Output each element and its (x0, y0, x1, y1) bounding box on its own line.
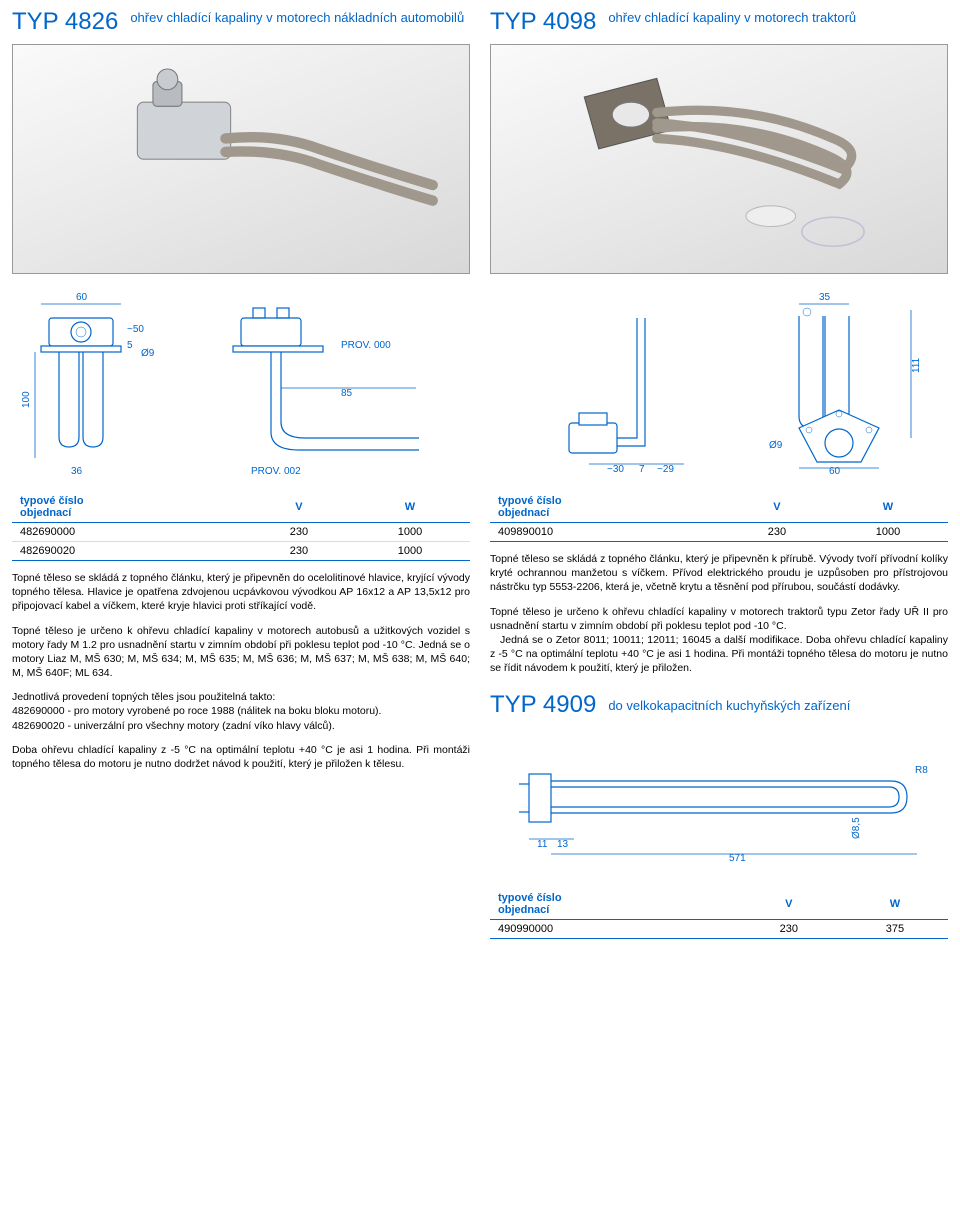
description-para: Topné těleso je určeno k ohřevu chladící… (12, 624, 470, 681)
table-row: 409890010 230 1000 (490, 523, 948, 542)
dim-label: 111 (911, 357, 922, 373)
type-code: TYP 4909 (490, 691, 596, 719)
dim-label: 60 (76, 292, 88, 303)
type-desc: ohřev chladící kapaliny v motorech nákla… (130, 8, 464, 26)
table-row: 482690000 230 1000 (12, 523, 470, 542)
dim-label: 11 (537, 839, 548, 850)
type-desc: do velkokapacitních kuchyňských zařízení (608, 696, 850, 714)
col-header: typové číslo objednací (12, 492, 248, 523)
table-header-row: typové číslo objednací V W (490, 889, 948, 920)
dim-label: Ø9 (141, 348, 155, 359)
type-code: TYP 4098 (490, 8, 596, 36)
tech-drawing-4909: R8 11 13 571 Ø8,5 (490, 729, 948, 879)
type-header-4826: TYP 4826 ohřev chladící kapaliny v motor… (12, 8, 470, 36)
dim-label: ~50 (127, 324, 144, 335)
spec-table-4909: typové číslo objednací V W 490990000 230… (490, 889, 948, 939)
description-para: Topné těleso se skládá z topného článku,… (490, 552, 948, 595)
dim-label: 5 (127, 340, 133, 351)
left-column: TYP 4826 ohřev chladící kapaliny v motor… (12, 8, 470, 949)
dim-label: 100 (21, 391, 32, 408)
description-para: Topné těleso je určeno k ohřevu chladící… (490, 605, 948, 676)
dim-label: 36 (71, 466, 83, 477)
dim-label: 35 (819, 292, 831, 303)
col-header-v: V (726, 492, 828, 523)
col-header: typové číslo objednací (490, 889, 736, 920)
col-header-v: V (736, 889, 842, 920)
dim-label: PROV. 002 (251, 466, 301, 477)
dim-label: 7 (639, 464, 645, 475)
product-photo-4098 (490, 44, 948, 274)
description-para: Jednotlivá provedení topných těles jsou … (12, 690, 470, 733)
dim-label: 13 (557, 839, 569, 850)
right-column: TYP 4098 ohřev chladící kapaliny v motor… (490, 8, 948, 949)
col-header-w: W (842, 889, 948, 920)
dim-label: ~29 (657, 464, 674, 475)
spec-table-4098: typové číslo objednací V W 409890010 230… (490, 492, 948, 542)
dim-label: 85 (341, 388, 353, 399)
table-header-row: typové číslo objednací V W (490, 492, 948, 523)
description-para: Doba ohřevu chladící kapaliny z -5 °C na… (12, 743, 470, 771)
type-header-4909: TYP 4909 do velkokapacitních kuchyňských… (490, 691, 948, 719)
type-desc: ohřev chladící kapaliny v motorech trakt… (608, 8, 856, 26)
dim-label: Ø9 (769, 440, 783, 451)
tech-drawing-4826: 60 ~50 5 Ø9 100 36 (12, 288, 470, 478)
type-code: TYP 4826 (12, 8, 118, 36)
col-header: typové číslo objednací (490, 492, 726, 523)
dim-label: ~30 (607, 464, 624, 475)
dim-label: PROV. 000 (341, 340, 391, 351)
table-row: 490990000 230 375 (490, 920, 948, 939)
dim-label: 571 (729, 853, 746, 864)
product-photo-4826 (12, 44, 470, 274)
description-para: Topné těleso se skládá z topného článku,… (12, 571, 470, 614)
col-header-v: V (248, 492, 350, 523)
tech-drawing-4098: ~30 7 ~29 35 111 Ø9 60 (490, 288, 948, 478)
spec-table-4826: typové číslo objednací V W 482690000 230… (12, 492, 470, 561)
table-row: 482690020 230 1000 (12, 542, 470, 561)
col-header-w: W (828, 492, 948, 523)
type-header-4098: TYP 4098 ohřev chladící kapaliny v motor… (490, 8, 948, 36)
dim-label: Ø8,5 (851, 817, 862, 839)
dim-label: R8 (915, 765, 928, 776)
col-header-w: W (350, 492, 470, 523)
table-header-row: typové číslo objednací V W (12, 492, 470, 523)
